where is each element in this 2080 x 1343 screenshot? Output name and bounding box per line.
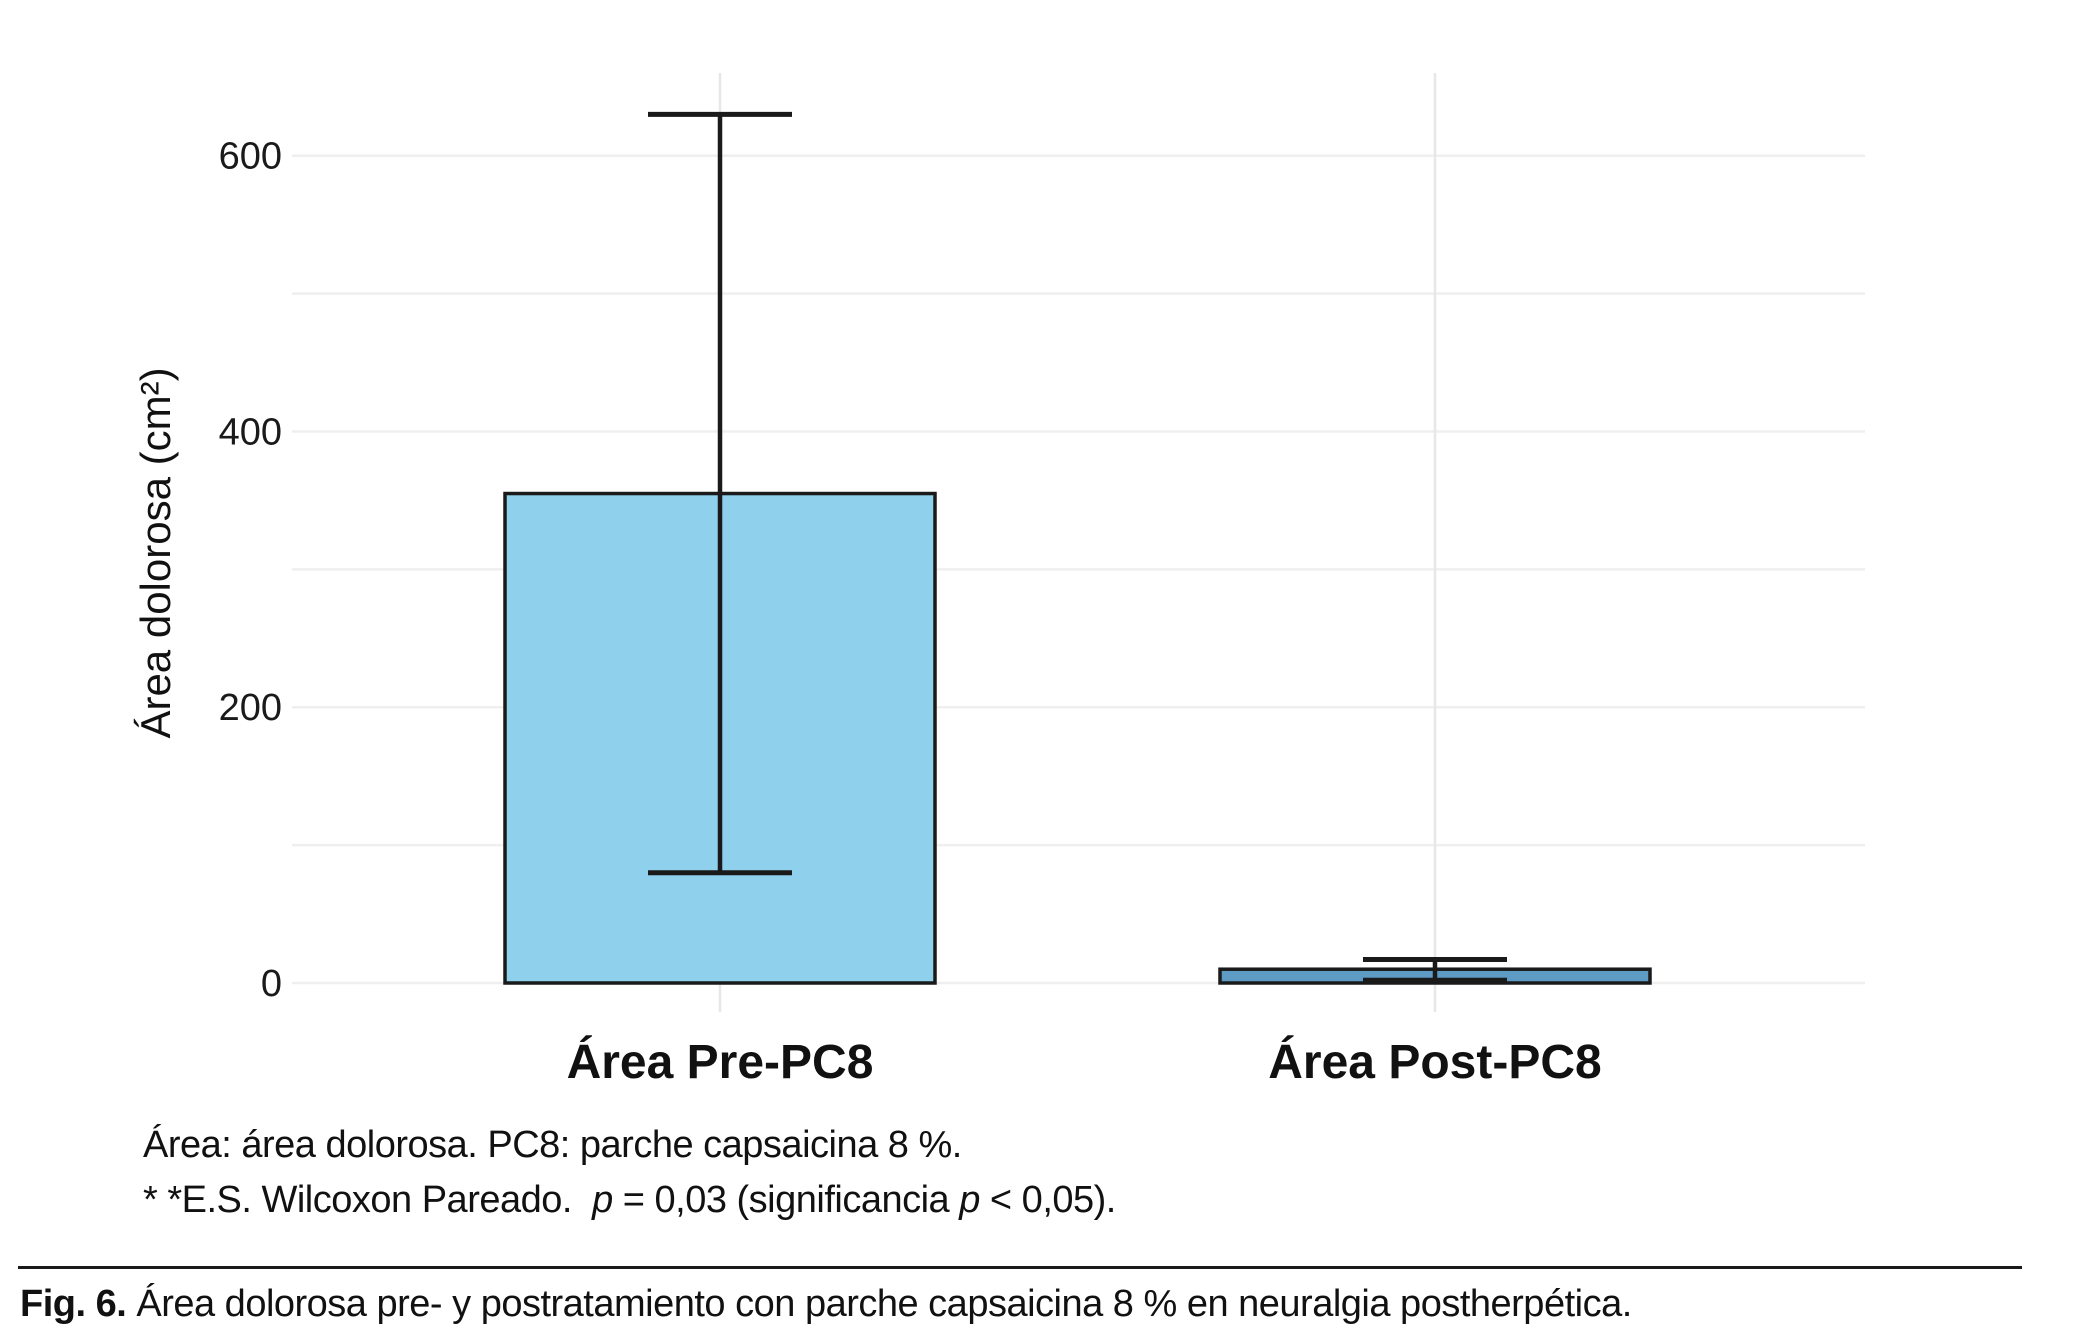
p-symbol-italic: p [959,1179,980,1221]
footnote-text-segment: = 0,03 (significancia [612,1179,960,1221]
y-tick-label-200: 200 [219,687,282,729]
x-category-label-0: Área Pre-PC8 [567,1035,874,1089]
y-tick-label-600: 600 [219,136,282,178]
p-symbol-italic: p [592,1179,613,1221]
caption-divider [18,1266,2022,1269]
bar-chart: 0 200 400 600 Área Pre-PC8 Área Post-PC8 Área … [132,73,1865,1089]
figure-footnotes: Área: área dolorosa. PC8: parche capsaic… [143,1118,1116,1228]
x-category-label-1: Área Post-PC8 [1268,1035,1601,1089]
figure-caption-text: Área dolorosa pre- y postratamiento con … [126,1283,1632,1325]
footnote-line-2: * *E.S. Wilcoxon Pareado. p = 0,03 (sign… [143,1173,1116,1228]
y-tick-label-0: 0 [261,963,282,1005]
footnote-line-1: Área: área dolorosa. PC8: parche capsaic… [143,1124,962,1166]
footnote-text-segment: < 0,05). [979,1179,1116,1221]
y-tick-label-400: 400 [219,411,282,453]
figure-caption: Fig. 6. Área dolorosa pre- y postratamie… [20,1283,1632,1326]
figure-caption-label: Fig. 6. [20,1283,127,1325]
footnote-text-segment: * *E.S. Wilcoxon Pareado. [143,1179,593,1221]
y-axis-title: Área dolorosa (cm²) [132,367,179,738]
